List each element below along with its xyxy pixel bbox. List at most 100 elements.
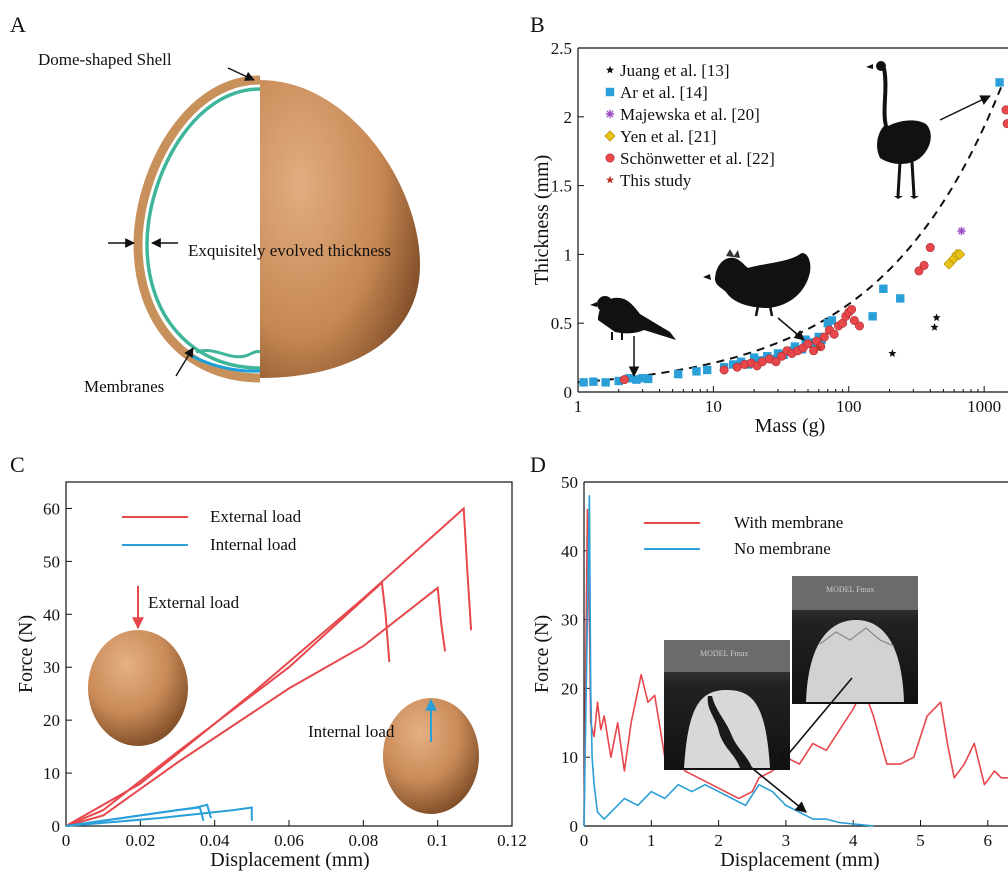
x-tick-label: 1 [647, 831, 656, 850]
y-tick-label: 0.5 [551, 314, 572, 333]
y-tick-label: 20 [561, 679, 578, 698]
data-point-circle [619, 375, 629, 385]
data-point-circle [1001, 105, 1008, 115]
panel-letter-a: A [10, 12, 26, 37]
y-axis-label: Force (N) [531, 615, 553, 693]
data-point-star [932, 313, 941, 322]
legend-label: Yen et al. [21] [620, 127, 716, 146]
x-axis-label: Displacement (mm) [720, 849, 879, 871]
series-line [65, 806, 253, 827]
hen-silhouette-icon [703, 249, 811, 317]
data-point-square [692, 367, 701, 376]
x-tick-label: 0.1 [427, 831, 448, 850]
x-tick-label: 0.12 [497, 831, 527, 850]
external-load-egg [88, 630, 188, 746]
data-point-square [643, 374, 653, 384]
y-tick-label: 30 [43, 658, 60, 677]
legend-label: Juang et al. [13] [620, 61, 730, 80]
data-point-square [736, 357, 746, 366]
external-load-annotation: External load [148, 593, 240, 612]
data-point-circle [819, 332, 829, 342]
inset1-brand-text: MODEL Fmax [700, 649, 748, 658]
data-point-star [888, 349, 897, 357]
data-point-square [579, 378, 588, 387]
data-point-star [814, 343, 823, 352]
panel-d-force-chart: 0 1 2 3 4 5 6 0 10 20 30 40 50 Displacement (mm) Force… [531, 473, 1008, 871]
data-point-diamond [954, 248, 966, 261]
series-line [583, 495, 874, 827]
legend-label: With membrane [734, 513, 843, 532]
membrane-pointer-arrow [175, 347, 194, 377]
label-membranes: Membranes [84, 377, 164, 396]
data-point-asterisk [957, 226, 966, 236]
legend-label: Ar et al. [14] [620, 83, 708, 102]
data-point-square [589, 377, 598, 386]
inset2-brand-text: MODEL Fmax [826, 585, 874, 594]
legend-label: Internal load [210, 535, 297, 554]
data-point-circle [1002, 119, 1008, 129]
panel-b-silhouettes [590, 61, 991, 378]
data-point-circle [809, 346, 819, 356]
data-point-square [773, 349, 783, 358]
y-tick-label: 60 [43, 499, 60, 518]
data-point-square [801, 335, 810, 344]
series-line [65, 803, 212, 827]
inset-photo-with-membrane-crack: MODEL Fmax [664, 640, 790, 770]
data-point-square [879, 284, 888, 293]
data-point-circle [854, 321, 864, 331]
y-tick-label: 30 [561, 611, 578, 630]
y-tick-label: 2.5 [551, 39, 572, 58]
x-tick-label: 10 [705, 397, 722, 416]
data-point-square [868, 312, 877, 321]
data-point-star [930, 323, 939, 331]
inset2-pointer-arrow [779, 677, 853, 765]
legend-marker [606, 175, 614, 184]
legend-marker [606, 65, 614, 74]
air-cell-membrane [195, 349, 261, 359]
x-tick-label: 0.06 [274, 831, 304, 850]
data-point-circle [771, 357, 781, 367]
y-tick-label: 0 [570, 817, 579, 836]
y-tick-label: 10 [43, 764, 60, 783]
shell-pointer-arrow [227, 67, 255, 81]
data-point-square [674, 369, 683, 379]
panel-c-egg-insets: External load Internal load [88, 586, 479, 814]
x-axis-label: Mass (g) [755, 415, 826, 437]
data-point-square [601, 378, 610, 387]
series-line [65, 506, 473, 827]
legend-marker [605, 87, 615, 97]
x-tick-label: 2 [714, 831, 723, 850]
data-point-square [632, 375, 641, 384]
legend-label: This study [620, 171, 692, 190]
shell-outer-layer [133, 75, 261, 383]
data-point-circle [925, 243, 935, 253]
y-tick-label: 40 [561, 542, 578, 561]
y-tick-label: 10 [561, 748, 578, 767]
data-point-square [896, 294, 905, 303]
x-tick-label: 0.08 [348, 831, 378, 850]
data-point-square [614, 376, 623, 386]
panel-d-photo-insets: MODEL Fmax MODEL Fmax [664, 576, 918, 813]
y-tick-label: 40 [43, 605, 60, 624]
y-tick-label: 2 [564, 108, 573, 127]
inset1-pointer-arrow [741, 759, 807, 813]
y-tick-label: 1.5 [551, 177, 572, 196]
panel-a-egg-diagram: Dome-shaped Shell Exquisitely evolved th… [38, 50, 420, 396]
legend-label: No membrane [734, 539, 831, 558]
inner-membrane-blue [191, 354, 261, 373]
x-tick-label: 5 [916, 831, 925, 850]
x-tick-label: 1 [574, 397, 583, 416]
x-tick-label: 6 [984, 831, 993, 850]
data-point-square [702, 365, 712, 375]
series-line [583, 508, 1008, 827]
x-tick-label: 100 [836, 397, 862, 416]
internal-load-annotation: Internal load [308, 722, 395, 741]
series-line [65, 585, 447, 827]
data-point-circle [777, 351, 787, 361]
x-tick-label: 1000 [967, 397, 1001, 416]
data-point-circle [829, 329, 839, 339]
x-tick-label: 4 [849, 831, 858, 850]
ostrich-arrow [939, 95, 991, 121]
data-point-square [827, 316, 837, 325]
